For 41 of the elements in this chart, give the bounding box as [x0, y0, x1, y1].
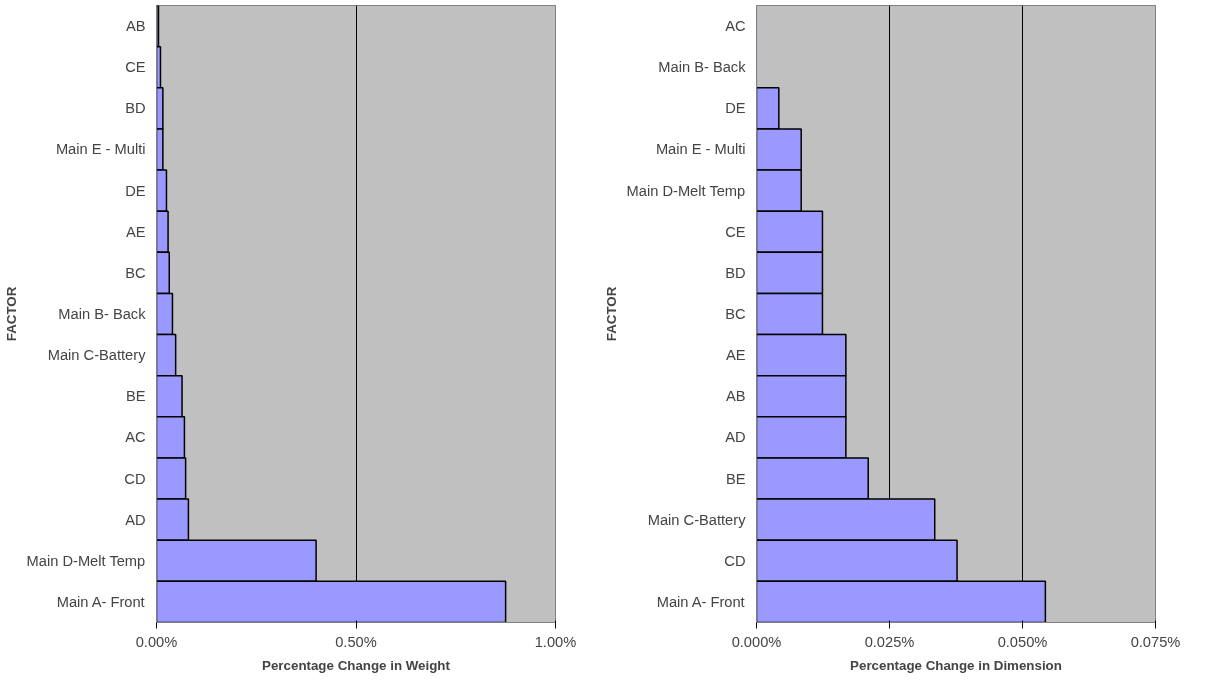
y-tick-label: AB	[125, 18, 146, 35]
y-tick-label: Main C-Battery	[647, 511, 747, 528]
x-tick-label: 0.00%	[135, 633, 178, 650]
y-tick-label: CD	[724, 552, 746, 569]
y-tick-label: CD	[124, 470, 146, 487]
y-tick-label: Main A- Front	[656, 593, 745, 610]
x-tick-label: 0.050%	[997, 633, 1048, 650]
y-tick-label: BC	[125, 264, 146, 281]
y-tick-label: Main E - Multi	[655, 141, 746, 158]
y-tick-label: AC	[725, 18, 746, 35]
y-tick-label: AD	[125, 511, 146, 528]
x-axis-title: Percentage Change in Weight	[262, 657, 451, 673]
y-tick-label: Main C-Battery	[47, 347, 147, 364]
x-tick-label: 0.075%	[1130, 633, 1181, 650]
y-tick-label: BD	[125, 100, 146, 117]
y-tick-label: DE	[725, 100, 746, 117]
x-tick-label: 0.50%	[335, 633, 377, 650]
x-tick-label: 0.000%	[731, 633, 782, 650]
y-tick-label: Main B- Back	[58, 306, 147, 322]
y-tick-label: AE	[725, 347, 746, 364]
x-tick-label: 1.00%	[534, 633, 577, 650]
y-tick-label: Main B- Back	[658, 59, 747, 76]
y-tick-label: CE	[725, 223, 746, 240]
y-tick-label: Main D-Melt Temp	[626, 182, 746, 199]
y-tick-label: CE	[125, 59, 146, 76]
y-tick-label: Main A- Front	[56, 593, 145, 610]
y-tick-label: Main D-Melt Temp	[26, 552, 146, 569]
x-tick-label: 0.025%	[864, 633, 915, 650]
y-tick-label: Main E - Multi	[55, 141, 146, 158]
y-tick-label: AB	[725, 388, 746, 405]
x-axis-title: Percentage Change in Dimension	[850, 657, 1062, 673]
y-tick-label: BC	[725, 306, 746, 322]
y-tick-label: BE	[725, 470, 746, 487]
y-tick-label: BE	[125, 388, 146, 405]
y-tick-label: AE	[125, 223, 146, 240]
y-tick-label: AD	[725, 429, 746, 446]
y-tick-label: DE	[125, 182, 146, 199]
y-axis-title: FACTOR	[603, 286, 619, 342]
y-tick-label: AC	[125, 429, 146, 446]
y-tick-label: BD	[725, 264, 746, 281]
y-axis-title: FACTOR	[3, 286, 19, 342]
